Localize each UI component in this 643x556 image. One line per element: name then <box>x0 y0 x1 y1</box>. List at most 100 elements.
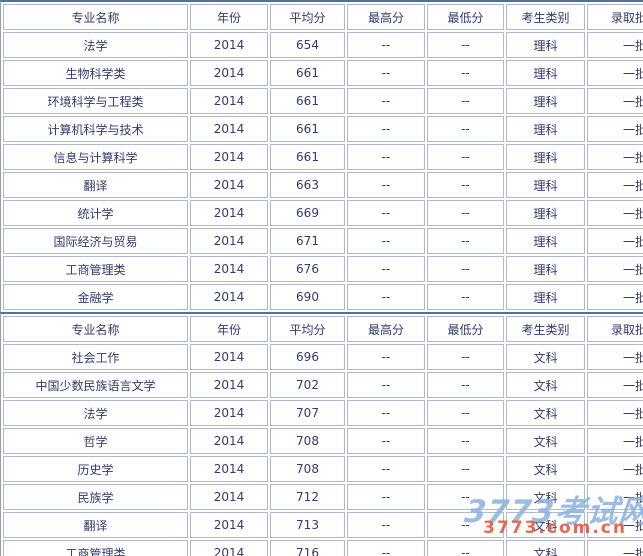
column-header: 年份 <box>190 316 268 342</box>
table-cell: 生物科学类 <box>3 60 188 86</box>
column-header: 录取批次 <box>587 4 643 30</box>
table-cell: -- <box>427 344 504 370</box>
table-cell: 2014 <box>190 512 268 538</box>
column-header: 录取批次 <box>587 316 643 342</box>
table-cell: 理科 <box>506 60 585 86</box>
table-cell: 文科 <box>506 400 585 426</box>
table-cell: 一批 <box>587 456 643 482</box>
table-cell: 669 <box>270 200 345 226</box>
table-cell: 理科 <box>506 172 585 198</box>
table-cell: 2014 <box>190 116 268 142</box>
table-cell: 一批 <box>587 172 643 198</box>
table-cell: 文科 <box>506 540 585 556</box>
table-cell: -- <box>347 144 425 170</box>
table-cell: -- <box>427 172 504 198</box>
table-cell: 一批 <box>587 228 643 254</box>
column-header: 平均分 <box>270 4 345 30</box>
table-cell: 2014 <box>190 428 268 454</box>
table-cell: 一批 <box>587 116 643 142</box>
table-cell: -- <box>347 172 425 198</box>
table-cell: 2014 <box>190 284 268 310</box>
arts-scores-table: 专业名称年份平均分最高分最低分考生类别录取批次社会工作2014696----文科… <box>1 314 643 556</box>
table-cell: 663 <box>270 172 345 198</box>
science-scores-table-block: 专业名称年份平均分最高分最低分考生类别录取批次法学2014654----理科一批… <box>0 0 643 312</box>
column-header: 年份 <box>190 4 268 30</box>
table-cell: 一批 <box>587 144 643 170</box>
table-cell: -- <box>427 284 504 310</box>
table-cell: 文科 <box>506 484 585 510</box>
table-cell: 661 <box>270 88 345 114</box>
table-cell: -- <box>427 484 504 510</box>
table-cell: 2014 <box>190 200 268 226</box>
table-cell: 661 <box>270 144 345 170</box>
table-cell: 文科 <box>506 456 585 482</box>
table-cell: -- <box>347 512 425 538</box>
table-cell: 法学 <box>3 400 188 426</box>
table-cell: -- <box>347 372 425 398</box>
table-cell: -- <box>427 372 504 398</box>
table-cell: 2014 <box>190 456 268 482</box>
table-cell: 2014 <box>190 60 268 86</box>
table-cell: 708 <box>270 428 345 454</box>
table-cell: -- <box>347 540 425 556</box>
table-cell: 一批 <box>587 512 643 538</box>
table-cell: -- <box>347 456 425 482</box>
table-cell: 2014 <box>190 344 268 370</box>
table-cell: -- <box>347 60 425 86</box>
table-cell: 一批 <box>587 32 643 58</box>
table-cell: -- <box>427 116 504 142</box>
arts-scores-table-block: 专业名称年份平均分最高分最低分考生类别录取批次社会工作2014696----文科… <box>0 312 643 556</box>
table-cell: 一批 <box>587 540 643 556</box>
column-header: 最低分 <box>427 316 504 342</box>
table-cell: 一批 <box>587 88 643 114</box>
table-cell: 文科 <box>506 344 585 370</box>
table-cell: 671 <box>270 228 345 254</box>
table-cell: 一批 <box>587 344 643 370</box>
column-header: 平均分 <box>270 316 345 342</box>
table-cell: 翻译 <box>3 512 188 538</box>
table-cell: 2014 <box>190 144 268 170</box>
table-cell: 2014 <box>190 256 268 282</box>
table-cell: 哲学 <box>3 428 188 454</box>
table-cell: -- <box>347 256 425 282</box>
table-cell: 654 <box>270 32 345 58</box>
table-cell: -- <box>427 144 504 170</box>
table-cell: 713 <box>270 512 345 538</box>
table-cell: -- <box>427 60 504 86</box>
table-cell: -- <box>427 228 504 254</box>
table-cell: 一批 <box>587 372 643 398</box>
table-header-row: 专业名称年份平均分最高分最低分考生类别录取批次 <box>3 316 643 342</box>
table-cell: -- <box>347 116 425 142</box>
table-cell: -- <box>427 540 504 556</box>
table-cell: 历史学 <box>3 456 188 482</box>
table-cell: -- <box>347 284 425 310</box>
table-cell: 统计学 <box>3 200 188 226</box>
table-cell: -- <box>427 428 504 454</box>
table-cell: 712 <box>270 484 345 510</box>
column-header: 考生类别 <box>506 316 585 342</box>
table-cell: 2014 <box>190 88 268 114</box>
table-cell: -- <box>427 200 504 226</box>
table-cell: -- <box>427 512 504 538</box>
table-cell: 文科 <box>506 428 585 454</box>
table-cell: -- <box>427 88 504 114</box>
table-cell: 一批 <box>587 484 643 510</box>
table-cell: 理科 <box>506 228 585 254</box>
table-cell: 2014 <box>190 172 268 198</box>
table-cell: -- <box>347 32 425 58</box>
table-cell: 2014 <box>190 32 268 58</box>
table-cell: 一批 <box>587 256 643 282</box>
table-cell: 707 <box>270 400 345 426</box>
